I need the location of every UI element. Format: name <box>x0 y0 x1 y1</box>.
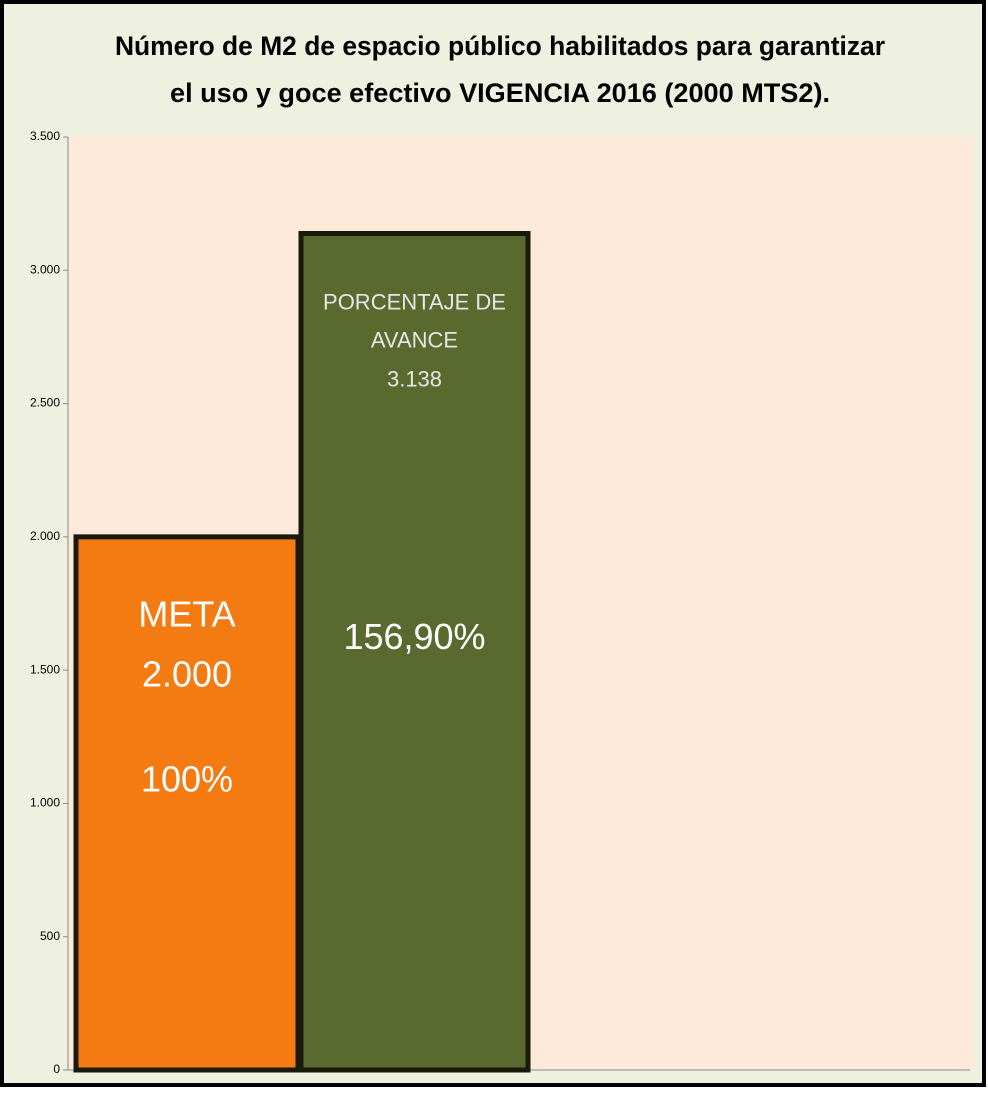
y-tick-label: 2.000 <box>30 529 60 543</box>
y-tick-label: 2.500 <box>30 396 60 410</box>
value-label: 2.000 <box>142 653 232 694</box>
bar <box>73 534 301 1073</box>
value-label: 3.138 <box>387 366 442 391</box>
y-tick-label: 1.500 <box>30 662 60 676</box>
y-tick-label: 1.000 <box>30 796 60 810</box>
y-tick-label: 500 <box>40 929 60 943</box>
chart-title: el uso y goce efectivo VIGENCIA 2016 (20… <box>170 78 830 108</box>
chart-title: Número de M2 de espacio público habilita… <box>115 31 885 61</box>
bar <box>298 230 531 1073</box>
bar-label: PORCENTAJE DE <box>323 289 506 314</box>
y-tick-label: 3.500 <box>30 129 60 143</box>
y-tick-label: 0 <box>53 1062 60 1076</box>
percent-label: 156,90% <box>343 616 485 657</box>
bar-label: META <box>138 593 235 634</box>
y-tick-label: 3.000 <box>30 262 60 276</box>
percent-label: 100% <box>141 758 233 799</box>
bar-label: AVANCE <box>371 327 458 352</box>
